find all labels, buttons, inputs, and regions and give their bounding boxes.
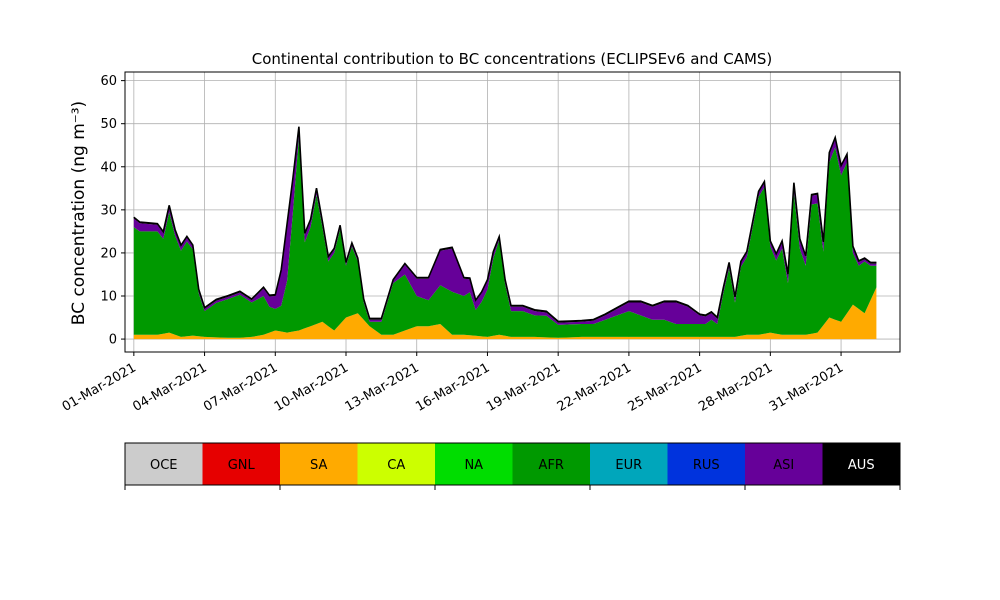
colorbar-swatch-gnl — [202, 443, 280, 485]
chart-title: Continental contribution to BC concentra… — [252, 50, 773, 68]
colorbar-label: AFR — [539, 458, 564, 473]
colorbar-swatch-eur — [590, 443, 668, 485]
colorbar-label: ASI — [773, 458, 794, 473]
colorbar-label: GNL — [228, 458, 256, 473]
y-axis-label: BC concentration (ng m⁻³) — [69, 101, 89, 325]
colorbar-label: SA — [310, 458, 327, 473]
x-tick-label: 28-Mar-2021 — [696, 360, 775, 414]
colorbar-label: OCE — [150, 458, 178, 473]
colorbar-label: AUS — [848, 458, 875, 473]
colorbar-swatch-sa — [280, 443, 358, 485]
y-tick-label: 60 — [100, 74, 117, 89]
x-tick-label: 16-Mar-2021 — [413, 360, 492, 414]
x-tick-label: 13-Mar-2021 — [343, 360, 422, 414]
colorbar-label: NA — [464, 458, 483, 473]
colorbar-swatch-rus — [667, 443, 745, 485]
x-tick-label: 10-Mar-2021 — [272, 360, 351, 414]
y-tick-label: 0 — [109, 333, 117, 348]
total-line — [133, 126, 877, 323]
area-afr — [133, 136, 877, 338]
y-tick-label: 10 — [100, 290, 117, 305]
x-tick-label: 19-Mar-2021 — [484, 360, 563, 414]
x-tick-label: 22-Mar-2021 — [555, 360, 634, 414]
colorbar-swatch-oce — [125, 443, 203, 485]
colorbar-swatch-asi — [745, 443, 823, 485]
plot-frame — [124, 71, 901, 353]
x-tick-label: 07-Mar-2021 — [201, 360, 280, 414]
colorbar-swatch-ca — [357, 443, 435, 485]
x-tick-label: 25-Mar-2021 — [625, 360, 704, 414]
x-tick-label: 04-Mar-2021 — [130, 360, 209, 414]
y-tick-label: 50 — [100, 117, 117, 132]
area-sa — [133, 287, 877, 340]
colorbar-label: EUR — [615, 458, 642, 473]
stacked-areas — [133, 126, 877, 340]
colorbar: OCE GNL SA CA NA AFR EUR RUS ASI AUS — [124, 442, 901, 490]
y-tick-label: 40 — [100, 160, 117, 175]
colorbar-swatch-aus — [822, 443, 900, 485]
x-tick-label: 31-Mar-2021 — [767, 360, 846, 414]
colorbar-label: CA — [387, 458, 405, 473]
y-tick-label: 20 — [100, 246, 117, 261]
x-tick-label: 01-Mar-2021 — [60, 360, 139, 414]
colorbar-frame — [124, 442, 901, 486]
y-tick-label: 30 — [100, 203, 117, 218]
colorbar-swatch-na — [435, 443, 513, 485]
colorbar-label: RUS — [693, 458, 720, 473]
colorbar-swatch-afr — [512, 443, 590, 485]
